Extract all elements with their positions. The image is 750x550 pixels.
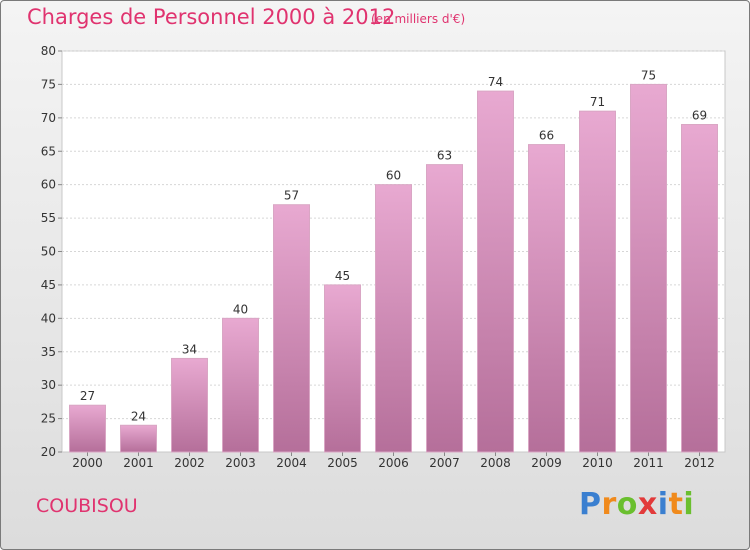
bar-2009 xyxy=(528,144,565,453)
value-label: 34 xyxy=(182,342,197,356)
proxiti-logo: Proxiti xyxy=(579,487,695,522)
bar-2006 xyxy=(375,184,412,453)
bar-2003 xyxy=(222,317,259,453)
x-tick-label: 2008 xyxy=(480,456,511,470)
value-label: 74 xyxy=(488,75,503,89)
y-tick-label: 75 xyxy=(41,77,56,91)
y-tick-label: 25 xyxy=(41,412,56,426)
x-tick-label: 2010 xyxy=(582,456,613,470)
value-label: 75 xyxy=(641,68,656,82)
chart-unit: (en milliers d'€) xyxy=(371,12,466,26)
value-label: 24 xyxy=(131,409,146,423)
value-label: 27 xyxy=(80,389,95,403)
bar-2005 xyxy=(324,284,361,453)
y-tick-label: 65 xyxy=(41,144,56,158)
bar-2001 xyxy=(120,424,157,453)
x-tick-label: 2012 xyxy=(684,456,715,470)
labels: 20 25 30 35 40 45 50 55 60 65 70 75 80 27 2000 24 2001 34… xyxy=(41,44,715,470)
x-tick-label: 2005 xyxy=(327,456,358,470)
y-tick-label: 45 xyxy=(41,278,56,292)
bar-2012 xyxy=(681,124,718,453)
y-tick-label: 40 xyxy=(41,311,56,325)
x-tick-label: 2009 xyxy=(531,456,562,470)
x-tick-label: 2006 xyxy=(378,456,409,470)
value-label: 45 xyxy=(335,269,350,283)
value-label: 60 xyxy=(386,169,401,183)
bar-2011 xyxy=(630,83,667,453)
x-tick-label: 2007 xyxy=(429,456,460,470)
x-tick-label: 2002 xyxy=(174,456,205,470)
value-label: 63 xyxy=(437,149,452,163)
x-tick-label: 2001 xyxy=(123,456,154,470)
value-label: 71 xyxy=(590,95,605,109)
y-tick-label: 60 xyxy=(41,178,56,192)
bar-2002 xyxy=(171,357,208,453)
value-label: 57 xyxy=(284,189,299,203)
bar-2000 xyxy=(69,404,106,453)
y-tick-label: 80 xyxy=(41,44,56,58)
chart-title: Charges de Personnel 2000 à 2012 xyxy=(27,5,396,29)
bar-2007 xyxy=(426,164,463,453)
bar-2010 xyxy=(579,110,616,453)
y-tick-label: 70 xyxy=(41,111,56,125)
bar-2008 xyxy=(477,90,514,453)
bars xyxy=(69,83,718,453)
x-tick-label: 2004 xyxy=(276,456,307,470)
x-tick-label: 2003 xyxy=(225,456,256,470)
y-tick-label: 55 xyxy=(41,211,56,225)
commune-name: COUBISOU xyxy=(36,495,138,517)
y-tick-label: 20 xyxy=(41,445,56,459)
value-label: 66 xyxy=(539,129,554,143)
bar-2004 xyxy=(273,204,310,453)
y-tick-label: 50 xyxy=(41,245,56,259)
y-tick-label: 35 xyxy=(41,345,56,359)
value-label: 69 xyxy=(692,109,707,123)
x-tick-label: 2011 xyxy=(633,456,664,470)
y-tick-label: 30 xyxy=(41,378,56,392)
x-tick-label: 2000 xyxy=(72,456,103,470)
value-label: 40 xyxy=(233,302,248,316)
